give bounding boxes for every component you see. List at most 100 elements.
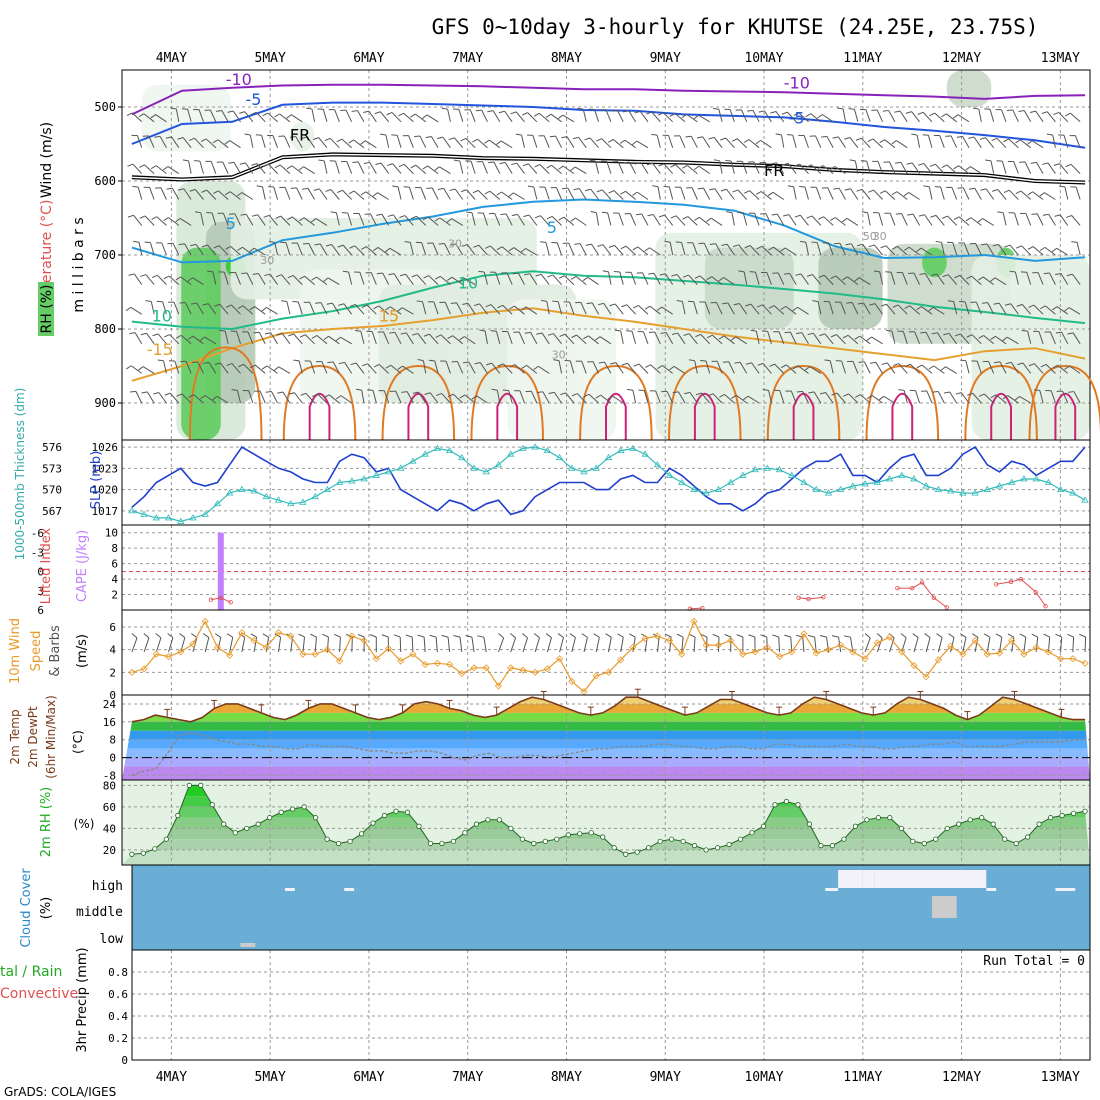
wind-barb-flag [597, 302, 604, 306]
rh-marker [152, 846, 158, 852]
wind-barb [339, 636, 341, 653]
wind-barb [308, 243, 316, 256]
wind-barb [418, 391, 427, 404]
wind-barb [502, 363, 513, 374]
wind-barb-flag [510, 111, 517, 115]
wind-barb [142, 366, 155, 374]
wind-barb [925, 331, 933, 345]
wind-barb-flag [274, 113, 280, 118]
wind-speed-marker [763, 643, 771, 651]
wind-barb-flag [560, 392, 566, 396]
wind-barb-flag [323, 335, 329, 341]
wind-barb-flag [981, 302, 988, 304]
wind-barb-flag [672, 391, 679, 394]
wind-barb-flag [323, 277, 329, 282]
wind-barb-flag [833, 187, 840, 190]
wind-barb-flag [364, 213, 371, 215]
wind-barb-flag [697, 187, 704, 190]
wind-barb [159, 136, 167, 148]
wind-barb [143, 113, 155, 123]
wind-barb-flag [143, 633, 150, 639]
wind-barb [278, 637, 282, 653]
isotherm-25-bump [990, 392, 1012, 440]
wind-barb [847, 334, 859, 345]
rh-marker [1013, 840, 1019, 847]
wind-barb-flag [1016, 245, 1022, 249]
wind-barb-flag [128, 273, 135, 276]
wind-barb [891, 331, 896, 344]
wind-barb [883, 395, 896, 404]
wind-barb [793, 186, 797, 200]
wind-barb-flag [484, 190, 491, 195]
wind-barb-flag [561, 187, 568, 190]
rh-marker [806, 821, 813, 827]
wind-barb-flag [873, 270, 880, 273]
wind10m-label-1: 10m Wind [8, 618, 23, 684]
thickness-marker [409, 457, 417, 464]
wind-barb-flag [446, 276, 453, 281]
wind-barb-flag [226, 363, 233, 367]
wind-barb [1039, 390, 1044, 404]
wind-barb [725, 137, 735, 149]
wind-barb [369, 162, 377, 174]
rh-marker [829, 843, 836, 849]
wind-barb-flag [249, 364, 256, 369]
wind-barb-flag [145, 300, 152, 303]
wind-speed-marker [641, 634, 649, 642]
thickness-marker [824, 489, 833, 496]
wind-barb-flag [398, 112, 404, 117]
wind-barb-flag [1067, 332, 1074, 335]
wind-barb [901, 213, 908, 226]
cape-bar [217, 532, 224, 610]
wind-barb [389, 247, 402, 256]
wind-barb-flag [992, 189, 998, 192]
wind-barb [686, 165, 698, 174]
wind-barb-flag [786, 134, 793, 136]
wind-barb [1084, 636, 1087, 653]
thickness-marker [812, 485, 820, 492]
wind-barb [602, 244, 612, 256]
wind-barb [249, 134, 254, 148]
wind-barb [581, 361, 587, 374]
wind-barb [149, 187, 155, 200]
wind-barb [553, 333, 562, 345]
wind-speed-marker [323, 646, 331, 654]
wind-barb [1070, 112, 1081, 123]
thickness-marker [372, 471, 380, 478]
wind-barb-flag [1046, 133, 1053, 136]
wind-barb [1072, 273, 1081, 285]
wind-barb-flag [154, 135, 161, 138]
rh-marker [427, 840, 434, 847]
li-marker [910, 585, 915, 591]
wind-barb [705, 360, 711, 374]
wind-barb [269, 273, 278, 285]
wind-barb [874, 303, 883, 315]
wind-barb-flag [586, 302, 593, 305]
wind-barb [525, 306, 538, 315]
wind-barb-flag [709, 188, 716, 191]
wind-barb [193, 394, 204, 404]
isotherm-label: -10 [226, 70, 252, 89]
rh2m-axis-label: 2m RH (%) [39, 787, 54, 858]
wind-barb [464, 336, 476, 345]
rh-marker [875, 815, 881, 821]
wind-barb-flag [947, 300, 954, 303]
wind-barb [243, 363, 254, 374]
wind-barb [304, 275, 315, 285]
wind-barb-flag [670, 164, 676, 168]
wind-barb-flag [990, 277, 996, 282]
wind-barb-flag [534, 164, 541, 168]
wind-barb [175, 108, 180, 122]
wind-barb [477, 190, 488, 200]
wind-barb [496, 390, 501, 404]
wind-barb-flag [1031, 633, 1038, 638]
li-tick-label: -3 [31, 546, 44, 559]
wind-barb [135, 391, 143, 404]
wind-barb-flag [374, 111, 381, 115]
wind-barb-flag [832, 136, 839, 139]
wind-barb [1071, 215, 1081, 226]
wind-barb-flag [676, 300, 683, 302]
wind-barb-flag [1019, 633, 1027, 638]
wind-barb-flag [200, 395, 206, 400]
